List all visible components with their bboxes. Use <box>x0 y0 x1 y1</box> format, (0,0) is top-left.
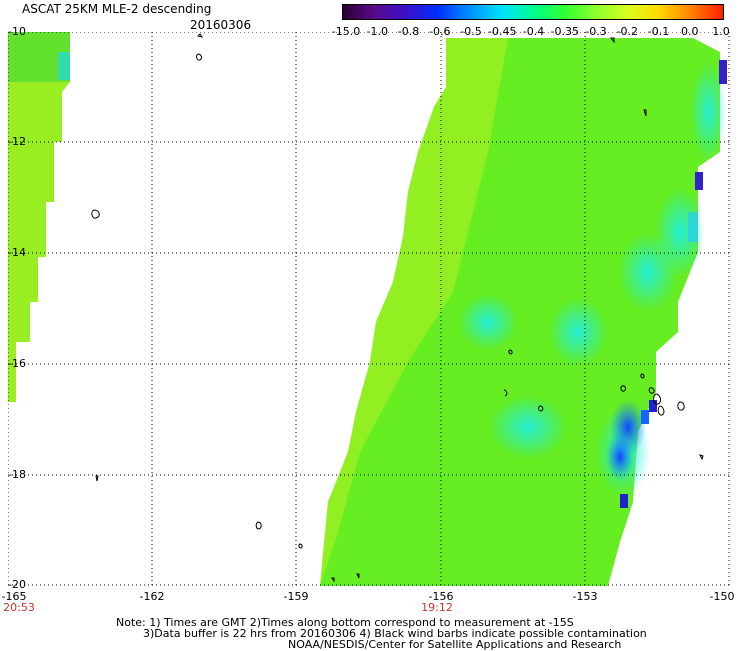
island-outlines <box>91 33 704 583</box>
left-swath <box>8 32 70 402</box>
time-label: 20:53 <box>3 601 35 614</box>
lat-label: -16 <box>8 357 26 370</box>
color-scale-tick: -0.2 <box>616 25 638 38</box>
lon-label: -159 <box>283 590 309 603</box>
color-scale-bar <box>342 4 724 20</box>
lon-label: -150 <box>709 590 735 603</box>
color-scale-tick: -1.0 <box>366 25 388 38</box>
time-label: 19:12 <box>421 601 453 614</box>
lon-label: -156 <box>428 590 454 603</box>
color-scale-tick: -0.1 <box>647 25 670 38</box>
main-swath <box>320 38 727 586</box>
graticule <box>8 32 730 586</box>
color-scale-tick: -0.4 <box>522 25 545 38</box>
color-scale-tick: -0.6 <box>429 25 451 38</box>
product-date: 20160306 <box>190 18 252 32</box>
lat-label: -10 <box>8 25 26 38</box>
color-scale-tick: -15.0 <box>331 25 361 38</box>
lat-label: -14 <box>8 246 26 259</box>
color-scale-tick: -0.45 <box>488 25 517 38</box>
lon-label: -162 <box>139 590 165 603</box>
note-line-3: NOAA/NESDIS/Center for Satellite Applica… <box>288 638 622 651</box>
color-scale-tick: 0.0 <box>681 25 699 38</box>
lon-label: -165 <box>1 590 27 603</box>
note-line-2: 3)Data buffer is 22 hrs from 20160306 4)… <box>143 627 647 640</box>
map-plot <box>8 32 730 586</box>
product-title: ASCAT 25KM MLE-2 descending <box>22 2 212 16</box>
lon-label: -153 <box>572 590 598 603</box>
lat-label: -18 <box>8 468 26 481</box>
lat-label: -12 <box>8 135 26 148</box>
color-scale-tick: -0.5 <box>460 25 482 38</box>
note-line-1: Note: 1) Times are GMT 2)Times along bot… <box>116 616 574 629</box>
lat-label: -20 <box>8 578 26 591</box>
